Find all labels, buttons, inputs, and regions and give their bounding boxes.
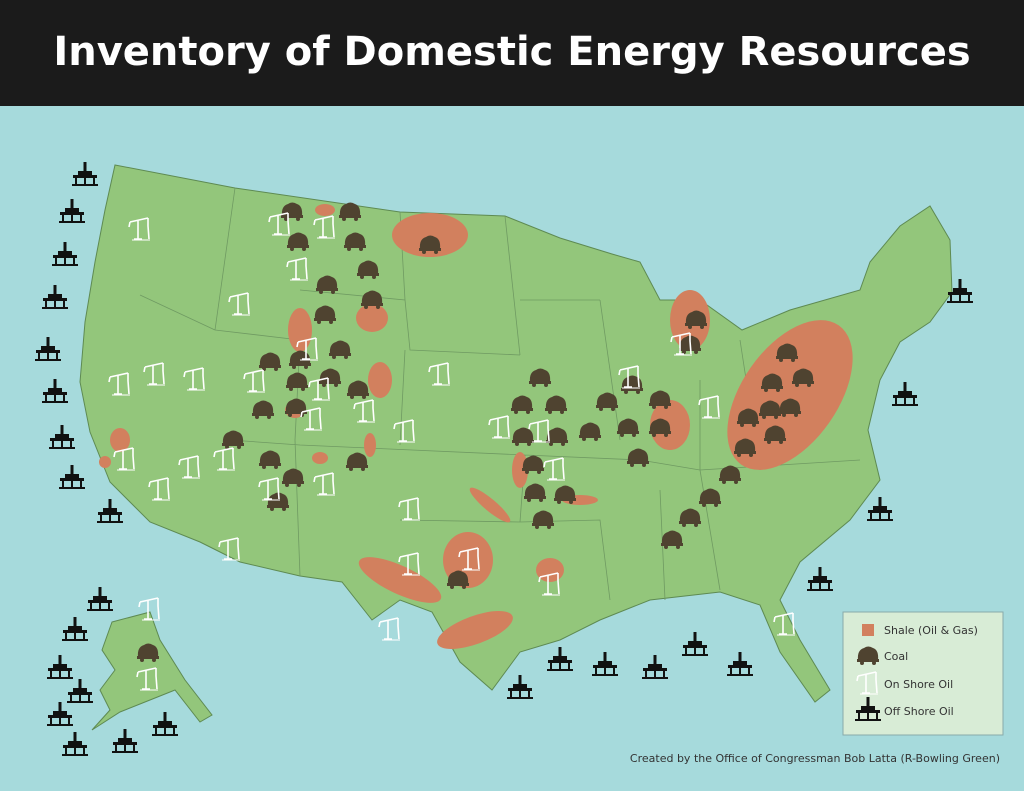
legend-label: Coal (884, 650, 908, 663)
legend: Shale (Oil & Gas) Coal On Shore Oil Off … (842, 611, 1004, 736)
legend-label: Shale (Oil & Gas) (884, 624, 978, 637)
title: Inventory of Domestic Energy Resources (53, 29, 970, 75)
legend-label: Off Shore Oil (884, 705, 954, 718)
alaska (91, 611, 213, 731)
title-bar (0, 0, 1024, 106)
legend-shale-swatch (862, 624, 874, 636)
credit: Created by the Office of Congressman Bob… (630, 752, 1000, 765)
legend-label: On Shore Oil (884, 678, 953, 691)
